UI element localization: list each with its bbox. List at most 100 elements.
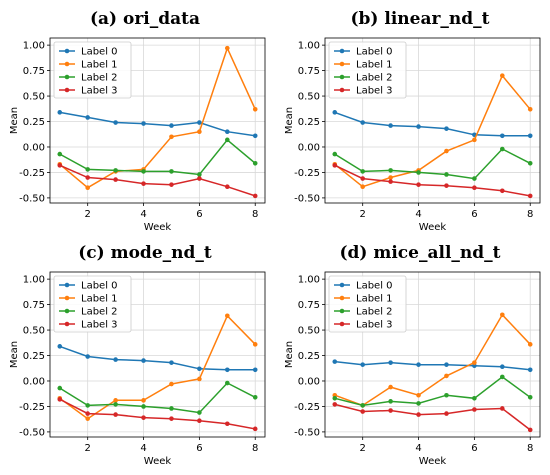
data-point-label-0 <box>225 129 230 135</box>
data-point-label-2 <box>416 401 421 406</box>
data-point-label-3 <box>57 163 63 168</box>
data-point-label-1 <box>444 148 449 154</box>
x-tick-label: 6 <box>471 209 477 220</box>
plot-frame <box>324 37 541 204</box>
y-tick-label: 0.75 <box>298 66 320 77</box>
data-point-label-0 <box>500 364 505 370</box>
data-point-label-1 <box>197 129 202 135</box>
series-line-label-1 <box>334 74 531 188</box>
legend-entry-label-1: Label 1 <box>356 294 393 305</box>
x-tick-label: 6 <box>471 443 477 454</box>
data-point-label-2 <box>416 170 421 175</box>
legend-marker-label-1 <box>64 61 70 67</box>
data-point-label-0 <box>332 359 338 364</box>
data-point-label-1 <box>388 175 393 180</box>
data-point-label-0 <box>57 344 63 349</box>
data-point-label-0 <box>252 133 258 139</box>
legend-marker-label-2 <box>64 308 70 314</box>
chart-panel-3: (c) mode_nd_t -0.50 -0.25 0.00 0.25 0.50 0.75 1… <box>9 243 266 467</box>
plot-frame <box>324 271 541 438</box>
y-tick-label: -0.50 <box>19 427 45 438</box>
series-line-label-2 <box>334 375 531 407</box>
data-point-label-3 <box>225 184 230 190</box>
data-point-label-1 <box>360 184 365 190</box>
x-tick-label: 2 <box>360 443 366 454</box>
x-axis-label: Week <box>419 456 447 467</box>
legend-entry-label-2: Label 2 <box>356 307 393 318</box>
y-axis-label: Mean <box>9 107 20 134</box>
legend-entry-label-0: Label 0 <box>81 47 118 58</box>
data-point-label-0 <box>527 367 533 373</box>
y-tick-label: 0.00 <box>298 376 320 387</box>
legend-marker-label-1 <box>339 295 345 301</box>
legend-entry-label-1: Label 1 <box>356 60 393 71</box>
data-point-label-1 <box>169 381 174 387</box>
chart-title: (c) mode_nd_t <box>78 243 212 263</box>
data-point-label-0 <box>332 110 338 115</box>
data-point-label-1 <box>85 185 90 191</box>
data-point-label-3 <box>332 163 338 168</box>
series-line-label-0 <box>59 345 256 371</box>
legend-marker-label-3 <box>339 87 345 93</box>
data-point-label-2 <box>332 151 338 157</box>
data-point-label-0 <box>57 110 63 115</box>
y-tick-label: 0.25 <box>23 117 45 128</box>
data-point-label-1 <box>472 137 477 143</box>
data-point-label-1 <box>225 45 230 51</box>
legend-entry-label-2: Label 2 <box>81 307 118 318</box>
data-point-label-2 <box>252 394 258 400</box>
data-point-label-2 <box>225 137 230 143</box>
legend: Label 0 Label 1 Label 2 Label 3 <box>328 41 407 99</box>
legend: Label 0 Label 1 Label 2 Label 3 <box>53 41 132 99</box>
x-axis-label: Week <box>144 222 172 233</box>
x-tick-label: 8 <box>252 209 258 220</box>
data-point-label-0 <box>252 367 258 373</box>
legend-entry-label-3: Label 3 <box>356 320 393 331</box>
data-point-label-3 <box>360 409 365 414</box>
series-line-label-0 <box>334 360 531 371</box>
data-point-label-2 <box>444 392 449 398</box>
data-point-label-2 <box>197 410 202 415</box>
series-line-label-3 <box>334 164 531 197</box>
data-point-label-3 <box>332 402 338 407</box>
data-point-label-3 <box>57 397 63 402</box>
data-point-label-3 <box>197 176 202 181</box>
data-point-label-2 <box>197 172 202 177</box>
data-point-label-0 <box>388 360 393 365</box>
data-point-label-3 <box>252 426 258 432</box>
legend: Label 0 Label 1 Label 2 Label 3 <box>328 275 407 333</box>
chart-title: (b) linear_nd_t <box>350 9 489 29</box>
data-point-label-0 <box>141 121 146 126</box>
series-line-label-3 <box>59 164 256 197</box>
y-tick-label: 0.50 <box>298 326 320 337</box>
x-tick-label: 4 <box>415 443 421 454</box>
y-tick-label: -0.25 <box>294 402 320 413</box>
data-point-label-2 <box>225 380 230 386</box>
chart-panel-2: (b) linear_nd_t -0.50 -0.25 0.00 0.25 0.50 0.7… <box>284 9 541 233</box>
data-point-label-3 <box>141 181 146 186</box>
data-point-label-3 <box>416 182 421 187</box>
data-point-label-3 <box>252 193 258 199</box>
data-point-label-2 <box>85 167 90 172</box>
y-tick-label: 1.00 <box>23 41 45 52</box>
legend-marker-label-3 <box>339 321 345 327</box>
series-line-label-1 <box>59 314 256 420</box>
data-point-label-0 <box>169 123 174 128</box>
y-axis-label: Mean <box>284 341 295 368</box>
legend-entry-label-3: Label 3 <box>81 86 118 97</box>
y-tick-label: 0.00 <box>23 376 45 387</box>
legend-entry-label-0: Label 0 <box>356 281 393 292</box>
data-point-label-1 <box>113 398 118 403</box>
data-point-label-2 <box>527 160 533 166</box>
data-point-label-1 <box>252 342 258 347</box>
data-point-label-1 <box>169 134 174 140</box>
data-point-label-3 <box>444 411 449 416</box>
legend-entry-label-2: Label 2 <box>356 73 393 84</box>
legend-box <box>53 275 132 333</box>
y-tick-label: 1.00 <box>23 275 45 286</box>
data-point-label-0 <box>527 133 533 139</box>
series-line-label-1 <box>59 46 256 189</box>
legend-marker-label-2 <box>64 74 70 80</box>
plot-frame <box>49 37 266 204</box>
data-point-label-2 <box>252 160 258 166</box>
